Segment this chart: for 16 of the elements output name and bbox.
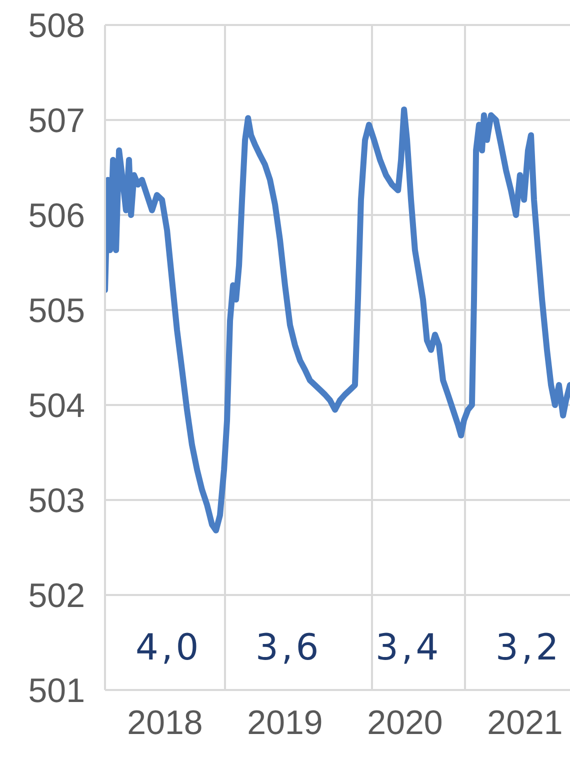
y-tick-label: 501 <box>28 672 85 710</box>
y-tick-label: 505 <box>28 292 85 330</box>
y-tick-label: 502 <box>28 577 85 616</box>
annotation: 3,2 <box>495 628 562 669</box>
y-tick-label: 507 <box>28 102 85 140</box>
annotation: 3,6 <box>255 628 322 669</box>
y-tick-label: 506 <box>28 197 85 236</box>
x-tick-label: 2020 <box>367 704 443 742</box>
annotation: 3,4 <box>375 628 442 669</box>
y-tick-label: 504 <box>28 387 85 426</box>
annotation: 4,0 <box>135 628 202 669</box>
y-tick-label: 503 <box>28 482 85 520</box>
y-tick-label: 508 <box>28 7 85 46</box>
x-tick-label: 2018 <box>127 704 203 742</box>
x-tick-label: 2021 <box>487 704 563 742</box>
x-tick-label: 2019 <box>247 704 323 742</box>
